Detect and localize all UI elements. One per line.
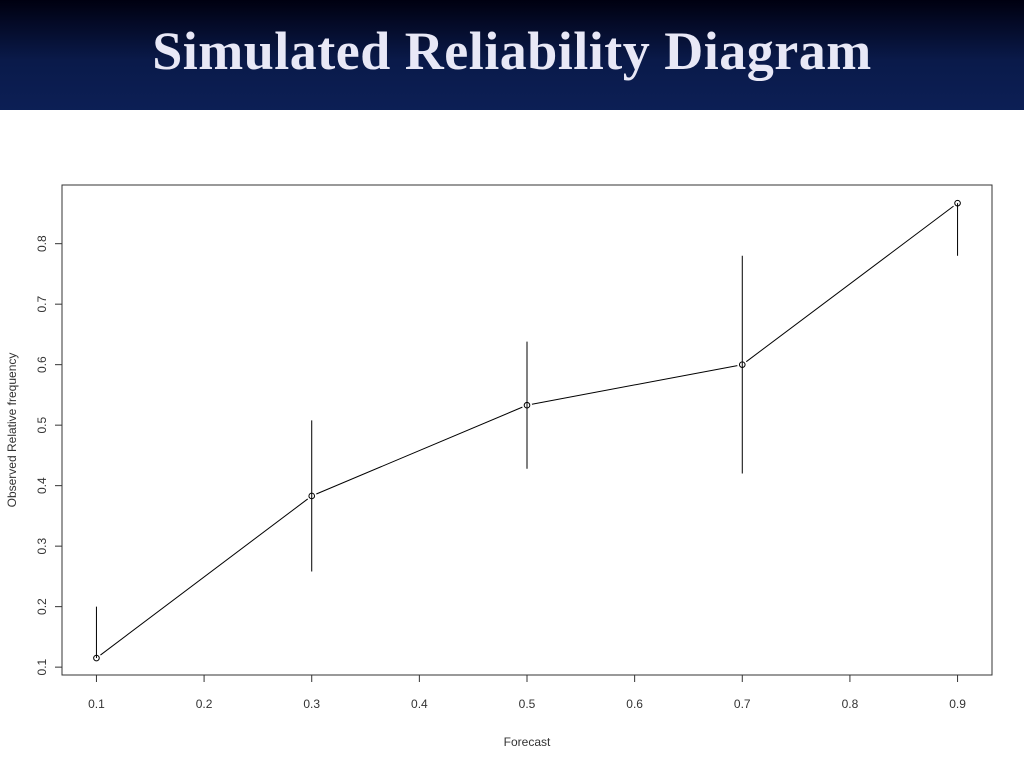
series-line-segment	[531, 365, 738, 405]
y-tick-label: 0.3	[35, 537, 49, 554]
series-lines	[100, 205, 954, 656]
y-tick-label: 0.4	[35, 477, 49, 494]
x-tick-label: 0.1	[88, 697, 105, 711]
y-tick-label: 0.6	[35, 356, 49, 373]
data-point	[93, 654, 100, 662]
y-axis: 0.1 0.2 0.3 0.4 0.5 0.6 0.7 0.8	[35, 235, 62, 675]
x-tick-label: 0.7	[734, 697, 751, 711]
y-axis-label: Observed Relative frequency	[5, 353, 19, 508]
slide-title: Simulated Reliability Diagram	[152, 21, 872, 81]
x-tick-label: 0.3	[303, 697, 320, 711]
series-line-segment	[745, 205, 954, 363]
x-tick-label: 0.6	[626, 697, 643, 711]
y-tick-label: 0.7	[35, 296, 49, 313]
x-tick-label: 0.9	[949, 697, 966, 711]
x-tick-label: 0.4	[411, 697, 428, 711]
data-points	[93, 199, 961, 662]
slide-title-bar: Simulated Reliability Diagram	[0, 0, 1024, 110]
data-point	[954, 199, 961, 207]
data-point	[738, 361, 746, 368]
x-tick-label: 0.2	[196, 697, 213, 711]
series-line-segment	[316, 406, 523, 495]
y-tick-label: 0.5	[35, 416, 49, 433]
x-axis: 0.1 0.2 0.3 0.4 0.5 0.6 0.7 0.8 0.9	[88, 675, 966, 711]
y-tick-label: 0.8	[35, 235, 49, 252]
data-point	[523, 401, 531, 409]
x-tick-label: 0.5	[519, 697, 536, 711]
error-bars	[95, 203, 959, 659]
y-tick-label: 0.2	[35, 598, 49, 615]
x-axis-label: Forecast	[504, 735, 551, 749]
y-tick-label: 0.1	[35, 658, 49, 675]
data-point	[308, 492, 316, 500]
x-tick-label: 0.8	[842, 697, 859, 711]
series-line-segment	[100, 498, 309, 656]
